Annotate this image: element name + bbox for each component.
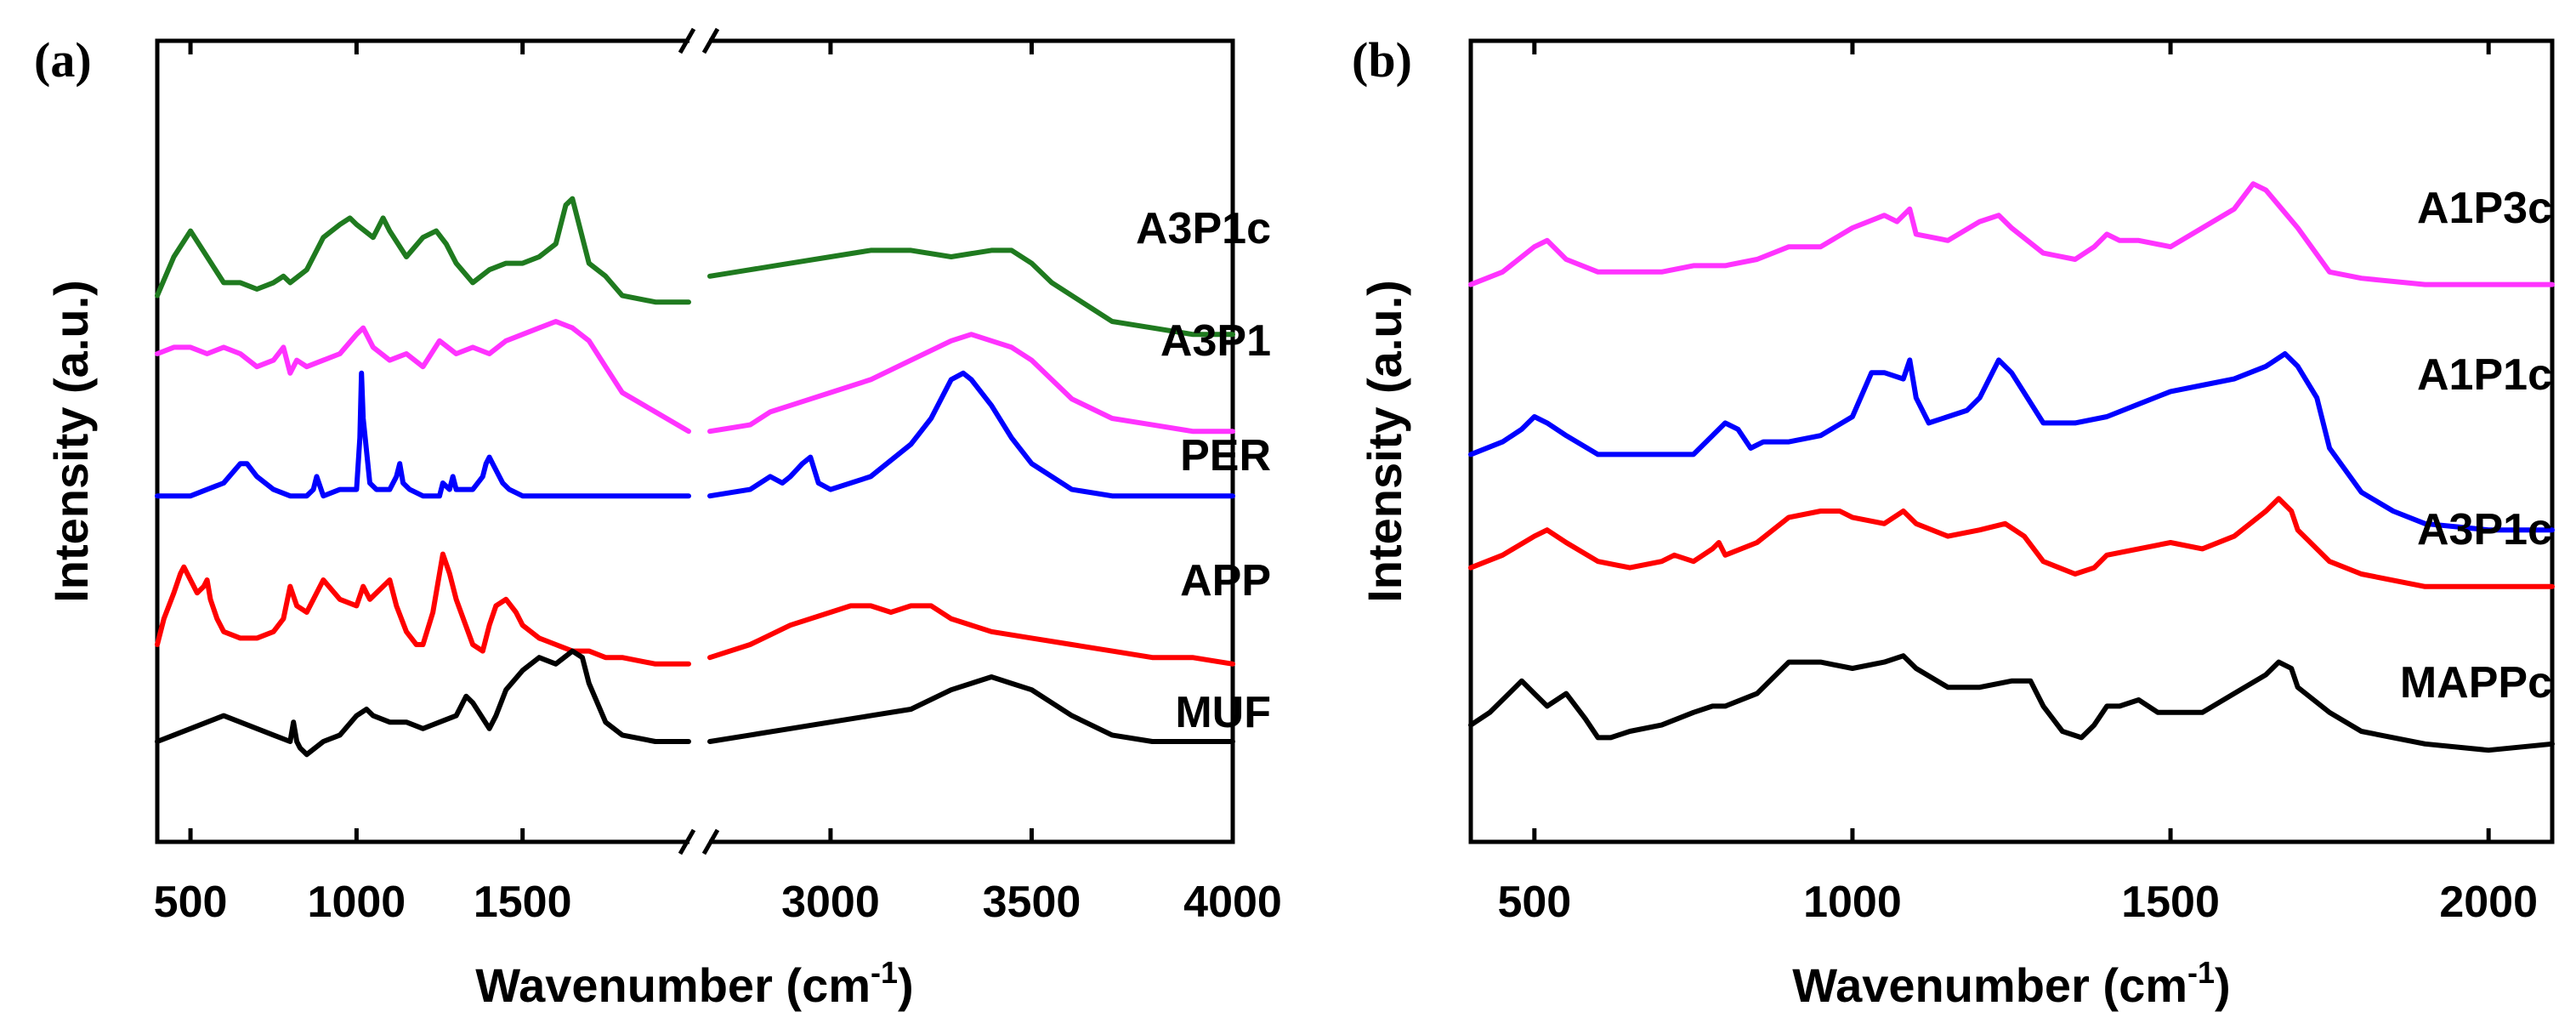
x-tick-label: 4000 (1183, 878, 1282, 927)
axis-break-slash (701, 828, 720, 855)
panel-b-x-ticks: 500 1000 1500 2000 (1497, 41, 2538, 927)
legend-label-mappc: MAPPc (2400, 658, 2552, 708)
legend-label-a3p1c: A3P1c (1136, 204, 1271, 253)
panel-a-traces (155, 196, 1235, 758)
legend-label-a3p1c: A3P1c (2417, 505, 2552, 554)
series-muf-right-line (707, 674, 1235, 744)
legend-label-muf: MUF (1175, 688, 1271, 737)
panel-a-chart: (a) 500 1000 1500 3000 3500 4000 A3P1c A3P1 PER… (34, 27, 1282, 1012)
axis-break-gap (689, 835, 709, 849)
series-a3p1c-right-line (707, 247, 1235, 338)
legend-label-per: PER (1180, 431, 1271, 480)
panel-b-label: (b) (1352, 32, 1412, 88)
x-tick-label: 2000 (2439, 878, 2538, 927)
series-a3p1-left-line (155, 319, 691, 435)
series-mappc-line (1468, 653, 2555, 753)
series-per-right-line (707, 370, 1235, 499)
axis-break-slash (678, 27, 696, 54)
series-app-right-line (707, 603, 1235, 667)
x-tick-label: 1500 (474, 878, 572, 927)
legend-label-app: APP (1180, 556, 1271, 605)
series-muf-left-line (155, 648, 691, 758)
panel-a-y-axis-title: Intensity (a.u.) (44, 280, 98, 603)
x-tick-label: 3000 (781, 878, 880, 927)
series-per-left-line (155, 370, 691, 499)
axis-break-gap (689, 34, 709, 48)
panel-b-x-axis-title: Wavenumber (cm-1) (1792, 955, 2230, 1012)
series-a1p1c-line (1468, 351, 2555, 533)
series-a1p3c-line (1468, 181, 2555, 287)
panel-a-frame (155, 38, 1235, 844)
x-tick-label: 500 (1497, 878, 1571, 927)
series-a3p1c-left-line (155, 196, 691, 305)
legend-label-a1p1c: A1P1c (2417, 350, 2552, 400)
panel-b-y-axis-title: Intensity (a.u.) (1358, 280, 1411, 603)
axis-break-marker (678, 27, 720, 855)
panel-a-x-axis-title: Wavenumber (cm-1) (475, 955, 913, 1012)
axis-break-slash (701, 27, 720, 54)
x-tick-label: 1000 (1803, 878, 1902, 927)
legend-label-a1p3c: A1P3c (2417, 184, 2552, 233)
panel-b-traces (1468, 181, 2555, 753)
series-a3p1-right-line (707, 332, 1235, 435)
x-tick-label: 1500 (2121, 878, 2220, 927)
panel-b-legend: A1P3c A1P1c A3P1c MAPPc (2400, 184, 2552, 708)
panel-a-x-ticks: 500 1000 1500 3000 3500 4000 (154, 41, 1282, 927)
series-app-left-line (155, 551, 691, 667)
panel-b-chart: (b) 500 1000 1500 2000 A1P3c A1P1c A3P1c MAPPc… (1352, 32, 2555, 1012)
legend-label-a3p1: A3P1 (1160, 316, 1271, 366)
x-tick-label: 1000 (308, 878, 406, 927)
x-tick-label: 500 (154, 878, 228, 927)
panel-a-legend: A3P1c A3P1 PER APP MUF (1136, 204, 1271, 737)
x-tick-label: 3500 (983, 878, 1081, 927)
series-a3p1c-line (1468, 496, 2555, 589)
panel-a-label: (a) (34, 32, 92, 88)
axis-break-slash (678, 828, 696, 855)
panel-b-frame (1468, 38, 2555, 844)
